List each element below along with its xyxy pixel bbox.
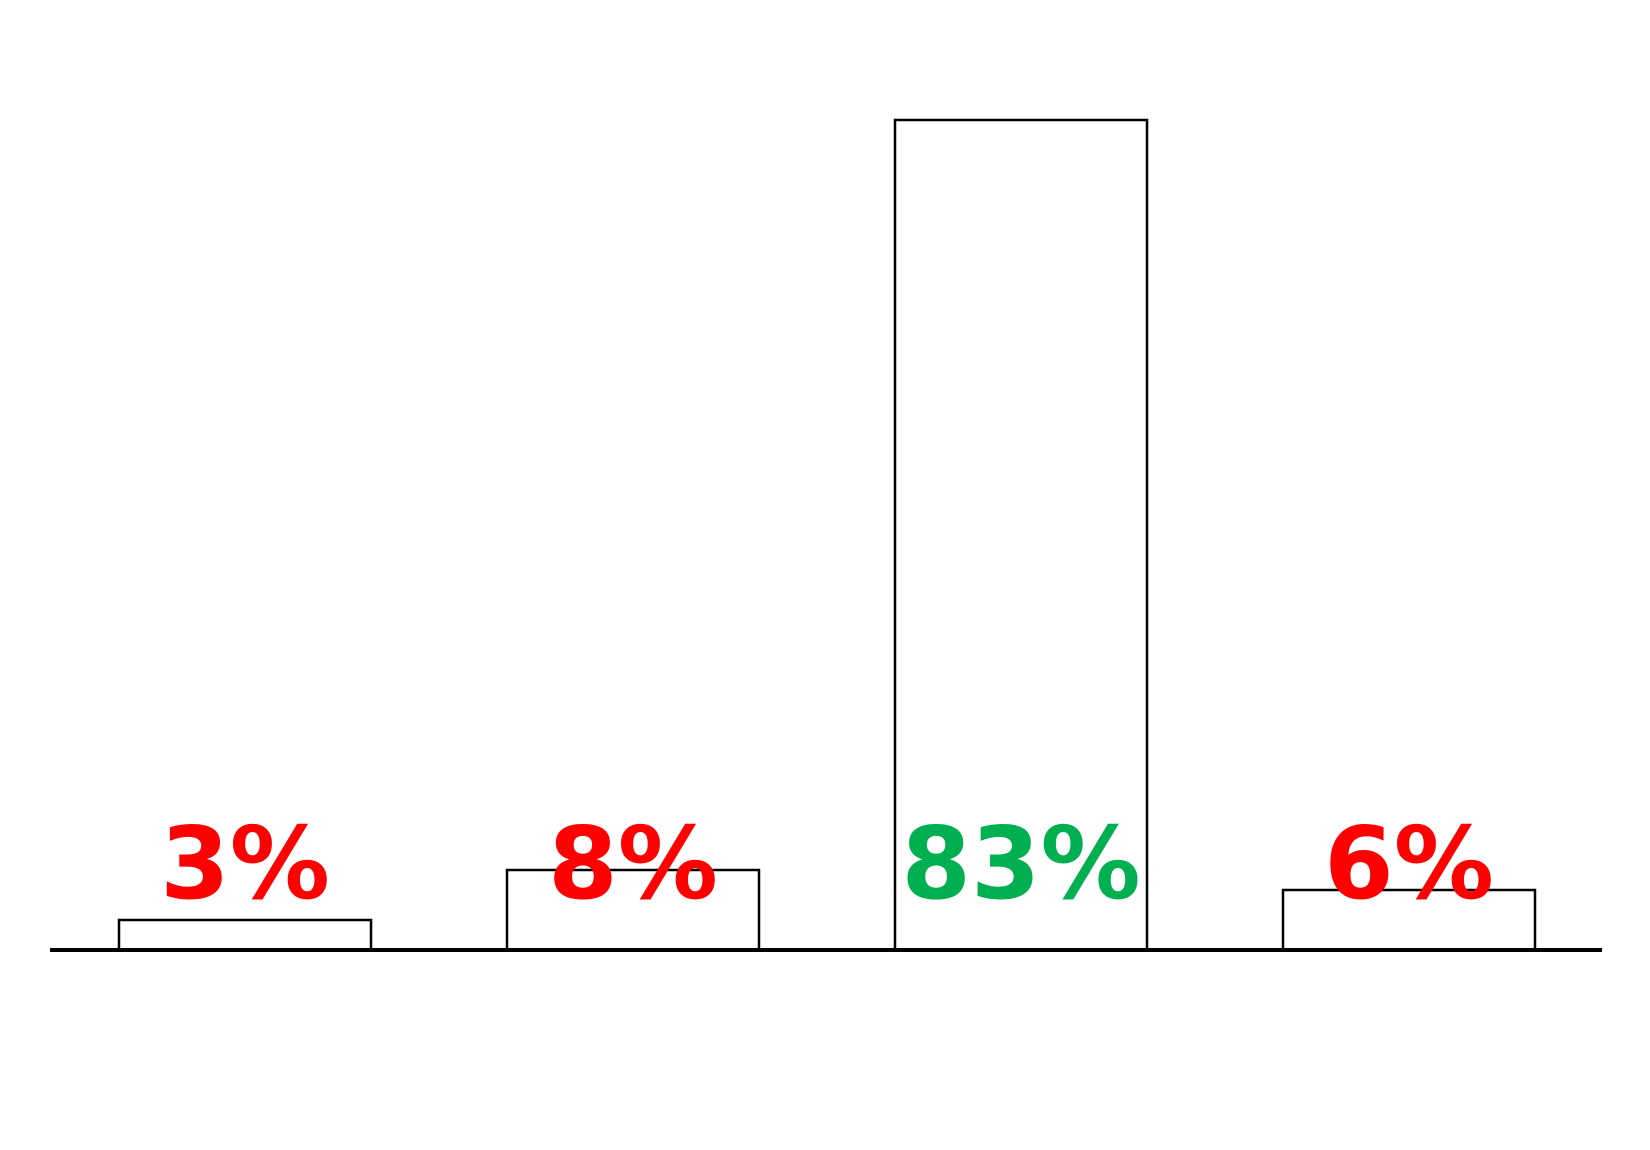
data-label-2: 8% bbox=[548, 805, 718, 922]
data-label-3: 83% bbox=[901, 805, 1140, 922]
bars-group bbox=[117, 118, 1537, 952]
bar-1 bbox=[117, 918, 373, 952]
data-label-4: 6% bbox=[1324, 805, 1494, 922]
data-labels-group: 3% 8% 83% 6% bbox=[160, 805, 1494, 922]
data-label-1: 3% bbox=[160, 805, 330, 922]
bar-3 bbox=[893, 118, 1149, 952]
bar-2 bbox=[505, 868, 761, 952]
